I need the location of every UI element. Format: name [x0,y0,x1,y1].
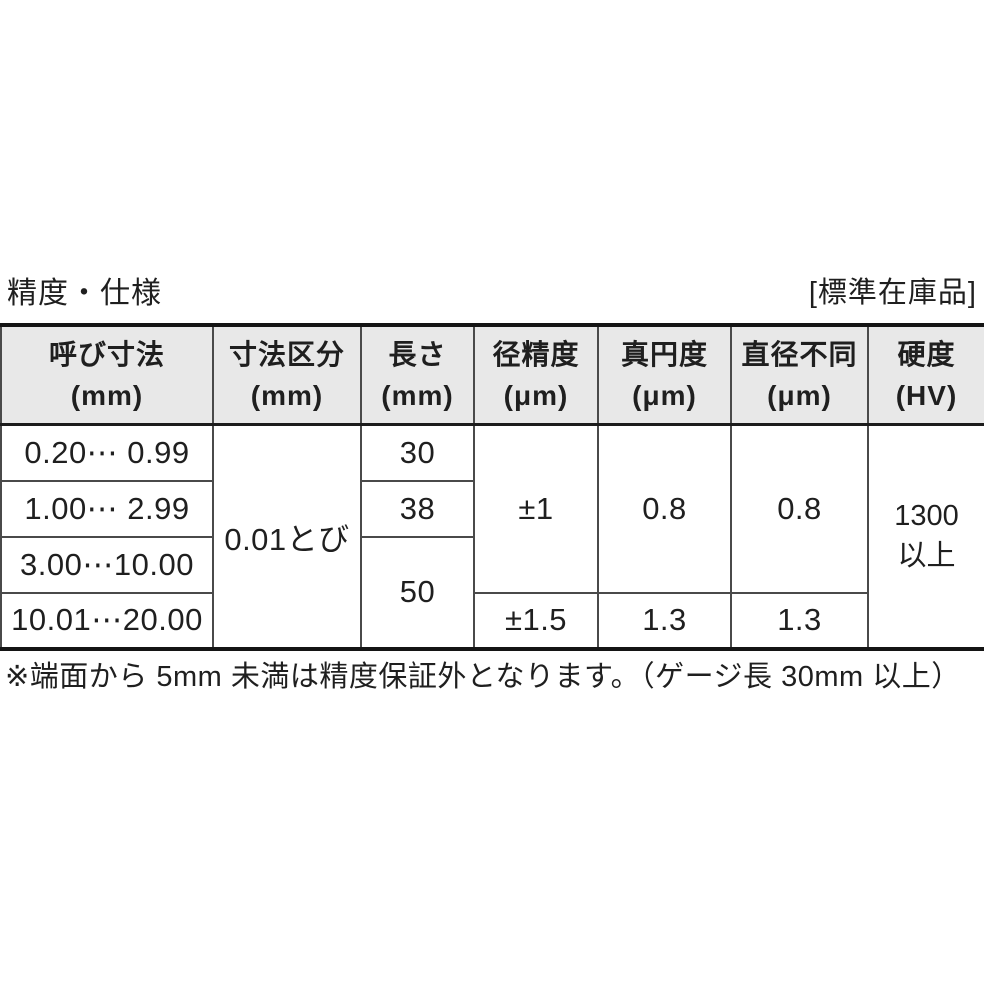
cell-roundness-4: 1.3 [597,591,732,650]
col-header-unit: (HV) [895,380,958,411]
col-header-label: 長さ [388,338,447,370]
cell-diameter-accuracy-4: ±1.5 [473,591,599,650]
cell-nominal-range-2: 1.00⋯ 2.99 [0,479,214,538]
cell-nominal-range-4: 10.01⋯20.00 [0,591,214,650]
cell-length-38: 38 [360,479,475,538]
col-header-diameter-variation: 直径不同 (μm) [730,324,869,426]
spec-table: 呼び寸法 (mm) 寸法区分 (mm) 長さ (mm) 径精度 (μm) 真円度 [0,323,984,651]
cell-diameter-variation-4: 1.3 [730,591,869,650]
title-row: 精度・仕様 [標準在庫品] [0,272,984,310]
col-header-label: 直径不同 [741,338,858,370]
col-header-unit: (mm) [381,380,454,411]
col-header-size-increment: 寸法区分 (mm) [212,324,362,426]
table-row: 10.01⋯20.00 ±1.5 1.3 1.3 [0,591,984,650]
cell-size-increment: 0.01とび [212,423,362,650]
col-header-hardness: 硬度 (HV) [867,324,984,426]
col-header-unit: (mm) [70,380,144,411]
col-header-unit: (mm) [250,380,324,411]
col-header-unit: (μm) [632,380,697,411]
col-header-label: 径精度 [492,338,580,370]
table-row: 0.20⋯ 0.99 0.01とび 30 ±1 0.8 0.8 1300以上 [0,423,984,650]
col-header-length: 長さ (mm) [360,324,475,426]
cell-roundness-1: 0.8 [597,423,732,594]
table-row: 1.00⋯ 2.99 38 [0,479,984,538]
col-header-roundness: 真円度 (μm) [597,324,732,426]
cell-diameter-variation-1: 0.8 [730,423,869,594]
col-header-label: 呼び寸法 [48,338,165,370]
col-header-label: 真円度 [620,338,708,370]
col-header-label: 寸法区分 [228,338,345,370]
table-row: 3.00⋯10.00 50 [0,535,984,650]
header-row: 呼び寸法 (mm) 寸法区分 (mm) 長さ (mm) 径精度 (μm) 真円度 [0,324,984,426]
cell-nominal-range-3: 3.00⋯10.00 [0,535,214,594]
cell-diameter-accuracy-1: ±1 [473,423,599,594]
cell-length-30: 30 [360,423,475,482]
hardness-value: 1300以上 [894,499,959,573]
cell-hardness: 1300以上 [867,423,984,650]
page-title: 精度・仕様 [7,277,162,310]
accuracy-footnote: ※端面から 5mm 未満は精度保証外となります。（ゲージ長 30mm 以上） [5,660,961,693]
table-body: 0.20⋯ 0.99 0.01とび 30 ±1 0.8 0.8 1300以上 1… [0,423,984,650]
col-header-unit: (μm) [503,380,569,411]
cell-length-50: 50 [360,535,475,650]
col-header-nominal-size: 呼び寸法 (mm) [0,324,214,426]
col-header-label: 硬度 [897,338,956,370]
col-header-diameter-accuracy: 径精度 (μm) [473,324,599,426]
table-header: 呼び寸法 (mm) 寸法区分 (mm) 長さ (mm) 径精度 (μm) 真円度 [0,324,984,426]
col-header-unit: (μm) [767,380,832,411]
cell-nominal-range-1: 0.20⋯ 0.99 [0,423,214,482]
stock-status-label: [標準在庫品] [808,277,977,310]
